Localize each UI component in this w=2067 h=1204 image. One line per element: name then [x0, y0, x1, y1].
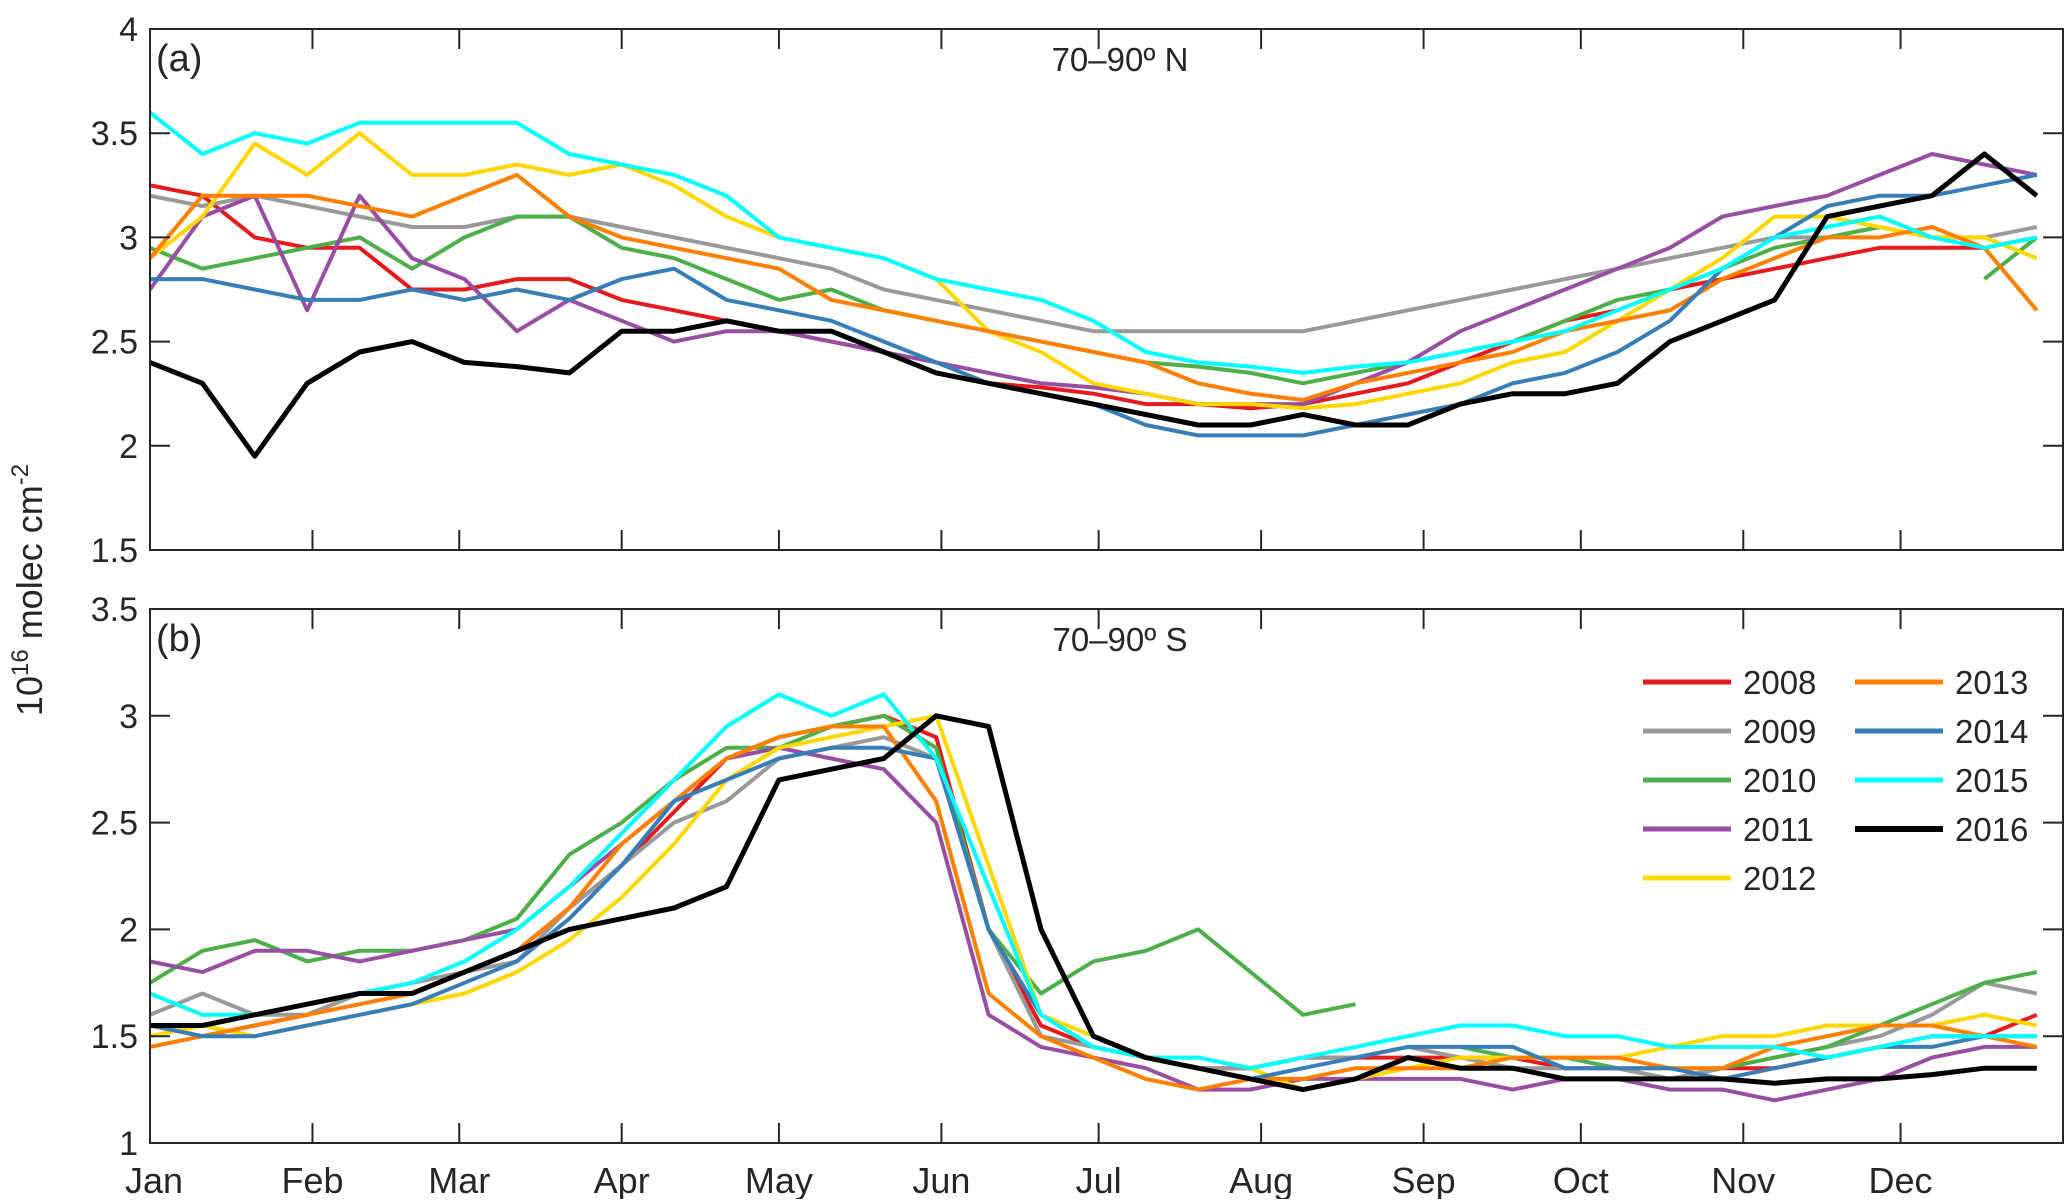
- x-tick-label: Oct: [1553, 1160, 1609, 1199]
- y-tick-label: 2.5: [91, 805, 138, 843]
- series-line-2012: [150, 131, 2038, 411]
- legend: 2008 2009 2010 2011 2012 2013 2014 2015 2016: [1643, 664, 2028, 897]
- series-line-2016: [150, 713, 2037, 1093]
- panel-a: 1.5 2 2.5 3 3.5 4 (a) 70–90º N: [91, 11, 2064, 570]
- legend-label: 2009: [1743, 713, 1816, 750]
- x-tick-label: Nov: [1711, 1160, 1775, 1199]
- legend-item-2011: 2011: [1643, 811, 1814, 848]
- legend-item-2010: 2010: [1643, 762, 1816, 799]
- series-line-2015: [150, 110, 2038, 375]
- legend-label: 2015: [1955, 762, 2028, 799]
- y-axis-label-part: 10: [9, 676, 50, 716]
- legend-label: 2008: [1743, 664, 1816, 701]
- y-tick-label: 3.5: [91, 591, 138, 629]
- panel-title: 70–90º N: [1052, 41, 1189, 78]
- y-tick-label: 3: [119, 698, 138, 736]
- x-tick-label: Aug: [1229, 1160, 1293, 1199]
- series-line-2016: [150, 151, 2039, 459]
- plot-frame: [149, 28, 2064, 551]
- panel-b: 1 1.5 2 2.5 3 3.5 Jan Feb Mar Apr May Jun Jul Aug Sep O…: [91, 591, 2064, 1201]
- series-line-2009: [150, 193, 2038, 334]
- panel-label: (a): [156, 38, 202, 80]
- series-line-2011: [150, 152, 2038, 407]
- y-tick-label: 2.5: [91, 324, 138, 362]
- plot-frame: [149, 608, 2064, 1144]
- legend-label: 2013: [1955, 664, 2028, 701]
- legend-item-2013: 2013: [1855, 664, 2028, 701]
- legend-item-2008: 2008: [1643, 664, 1816, 701]
- legend-label: 2016: [1955, 811, 2028, 848]
- x-tick-label: May: [745, 1160, 813, 1199]
- y-axis-label: 1016 molec cm-2: [7, 464, 50, 716]
- legend-item-2015: 2015: [1855, 762, 2028, 799]
- y-tick-label: 4: [119, 11, 138, 49]
- legend-label: 2014: [1955, 713, 2028, 750]
- panel-title: 70–90º S: [1053, 621, 1188, 658]
- y-tick-label: 2: [119, 911, 138, 949]
- y-tick-label: 1: [119, 1125, 138, 1163]
- y-axis-label-part: molec cm: [9, 485, 50, 649]
- series-line-2013: [150, 172, 2039, 402]
- panel-label: (b): [156, 618, 202, 660]
- legend-item-2016: 2016: [1855, 811, 2028, 848]
- y-axis-label-part: 16: [7, 649, 34, 676]
- x-tick-label: Feb: [281, 1160, 343, 1199]
- y-tick-label: 2: [119, 428, 138, 466]
- series-line-2015: [150, 692, 2037, 1071]
- y-tick-label: 1.5: [91, 532, 138, 570]
- legend-label: 2010: [1743, 762, 1816, 799]
- legend-item-2012: 2012: [1643, 860, 1816, 897]
- series-line-2014: [150, 172, 2038, 438]
- legend-label: 2012: [1743, 860, 1816, 897]
- x-tick-label: Apr: [594, 1160, 650, 1199]
- x-tick-label: Jan: [125, 1160, 183, 1199]
- x-tick-label: Jul: [1076, 1160, 1122, 1199]
- legend-label: 2011: [1743, 811, 1814, 848]
- x-tick-label: Jun: [912, 1160, 970, 1199]
- legend-item-2014: 2014: [1855, 713, 2028, 750]
- x-tick-label: Dec: [1869, 1160, 1933, 1199]
- x-tick-label: Sep: [1392, 1160, 1456, 1199]
- y-tick-label: 1.5: [91, 1018, 138, 1056]
- legend-item-2009: 2009: [1643, 713, 1816, 750]
- y-tick-label: 3.5: [91, 115, 138, 153]
- y-tick-label: 3: [119, 219, 138, 257]
- y-axis-label-part: -2: [7, 464, 34, 485]
- series-line-2008: [150, 183, 2038, 411]
- x-tick-label: Mar: [428, 1160, 490, 1199]
